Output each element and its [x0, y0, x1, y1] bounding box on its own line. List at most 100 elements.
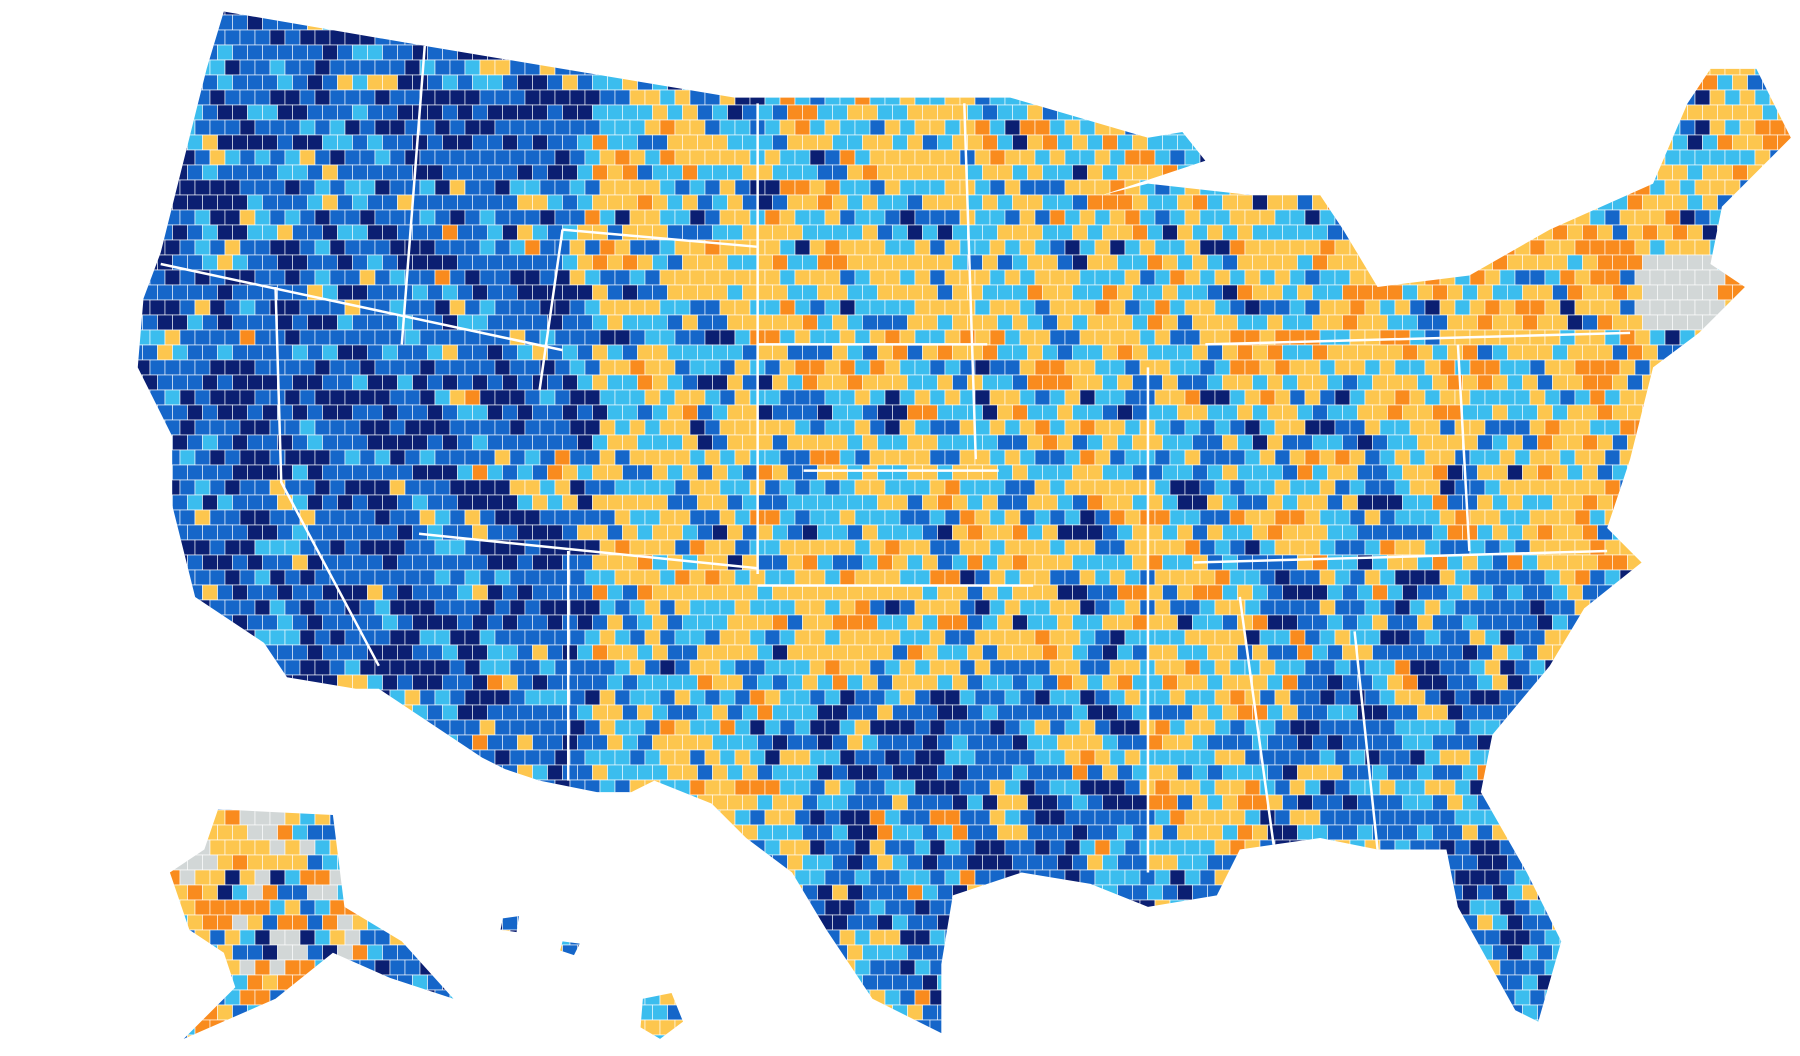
county	[1372, 314, 1388, 331]
county	[1619, 509, 1636, 526]
county	[1207, 74, 1223, 91]
county	[982, 494, 998, 511]
county	[802, 584, 818, 601]
county	[1432, 224, 1448, 241]
county	[989, 539, 1006, 556]
county	[914, 539, 931, 556]
county	[764, 149, 781, 166]
county	[517, 134, 533, 151]
county	[779, 419, 796, 436]
county	[113, 315, 128, 330]
county	[622, 434, 638, 451]
county	[157, 614, 173, 631]
county	[1019, 419, 1036, 436]
county	[862, 314, 878, 331]
county	[68, 135, 83, 150]
county	[1147, 254, 1163, 271]
county	[352, 434, 368, 451]
county	[922, 404, 938, 421]
county	[1574, 59, 1591, 76]
county	[569, 179, 586, 196]
county	[682, 104, 698, 121]
county	[194, 449, 211, 466]
county	[1162, 524, 1178, 541]
county	[472, 224, 488, 241]
county	[179, 59, 196, 76]
county	[187, 494, 203, 511]
county	[1619, 29, 1636, 46]
county	[554, 29, 571, 46]
county	[494, 389, 511, 406]
county	[1499, 509, 1516, 526]
county	[172, 224, 188, 241]
county	[434, 599, 451, 616]
county	[629, 599, 646, 616]
county	[899, 569, 916, 586]
county	[839, 599, 856, 616]
county	[764, 269, 781, 286]
county	[179, 419, 196, 436]
county	[802, 134, 818, 151]
county	[8, 615, 23, 630]
county	[434, 239, 451, 256]
county	[982, 254, 998, 271]
county	[832, 614, 848, 631]
county	[719, 419, 736, 436]
county	[179, 149, 196, 166]
county	[1612, 44, 1628, 61]
county	[1192, 14, 1208, 31]
county	[23, 585, 38, 600]
county	[1199, 329, 1216, 346]
county	[659, 209, 676, 226]
county	[1124, 569, 1141, 586]
county	[1019, 389, 1036, 406]
county	[1447, 224, 1463, 241]
county	[1432, 524, 1448, 541]
county	[1492, 404, 1508, 421]
county	[1417, 314, 1433, 331]
county	[179, 359, 196, 376]
county	[1709, 299, 1726, 316]
county	[922, 164, 938, 181]
county	[937, 434, 953, 451]
county	[367, 344, 383, 361]
county	[1207, 314, 1223, 331]
county	[367, 254, 383, 271]
county	[1754, 269, 1771, 286]
county	[1252, 524, 1268, 541]
county	[1177, 434, 1193, 451]
county	[137, 224, 143, 241]
county	[38, 285, 53, 300]
county	[1004, 569, 1021, 586]
county	[1379, 11, 1396, 16]
county	[1237, 554, 1253, 571]
county	[337, 404, 353, 421]
county	[1574, 11, 1591, 16]
county	[1012, 434, 1028, 451]
county	[779, 509, 796, 526]
county	[1222, 224, 1238, 241]
county	[847, 74, 863, 91]
county	[1754, 239, 1771, 256]
county	[137, 314, 143, 331]
county	[599, 509, 616, 526]
county	[172, 314, 188, 331]
county	[164, 509, 181, 526]
county	[389, 269, 406, 286]
county	[982, 74, 998, 91]
county	[652, 374, 668, 391]
county	[1492, 314, 1508, 331]
county	[449, 449, 466, 466]
county	[577, 374, 593, 391]
county	[164, 11, 181, 16]
county	[367, 104, 383, 121]
county	[1754, 479, 1771, 496]
county	[704, 419, 721, 436]
county	[554, 419, 571, 436]
county	[779, 479, 796, 496]
county	[1027, 434, 1043, 451]
county	[1012, 14, 1028, 31]
county	[1139, 239, 1156, 256]
county	[1657, 404, 1673, 421]
county	[1274, 239, 1291, 256]
